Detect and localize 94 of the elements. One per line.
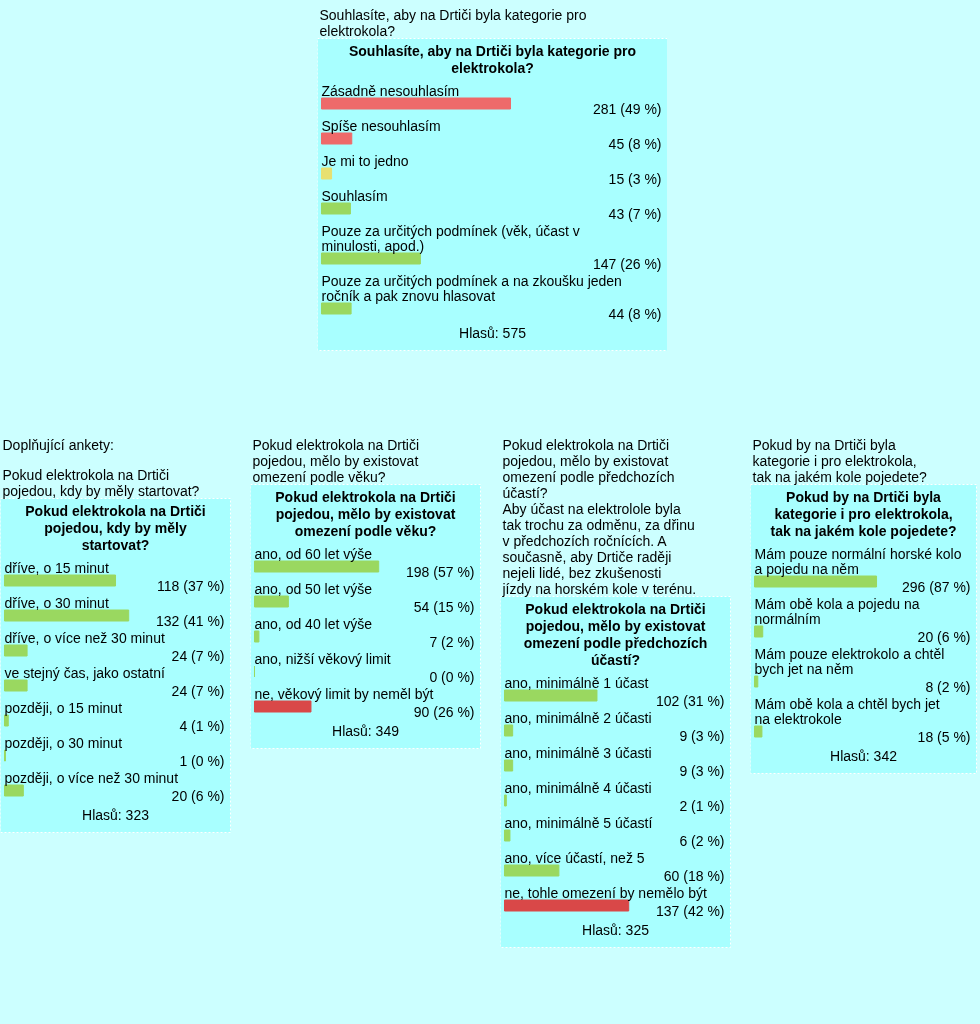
bar [504, 864, 560, 877]
data-label: 132 (41 %) [156, 612, 225, 629]
y-tick-label: Spíše nesouhlasím [321, 117, 441, 134]
text: Hlasů: 342 [830, 747, 898, 764]
data-label: 2 (1 %) [679, 797, 725, 814]
chart-title: Souhlasíte, aby na Drtiči byla kategorie pro elektrokola? [348, 42, 637, 76]
y-tick-label: Souhlasím [321, 187, 388, 204]
text: 24 (7 %) [171, 682, 225, 699]
data-label: 147 (26 %) [593, 255, 662, 272]
y-tick-label: Mám pouze normální horské kolo a pojedu na něm [754, 545, 962, 577]
data-label: 43 (7 %) [608, 205, 662, 222]
text: Hlasů: 575 [459, 324, 527, 341]
chart-title: Pokud elektrokola na Drtiči pojedou, kdy by měly startovat? [25, 502, 206, 553]
chart-subtitle: Pokud elektrokola na Drtiči pojedou, mělo by existovat omezení podle věku? [252, 436, 420, 485]
data-label: 24 (7 %) [171, 647, 225, 664]
data-label: 296 (87 %) [902, 578, 971, 595]
bar [754, 575, 878, 588]
y-tick-label: ano, více účastí, než 5 [504, 849, 645, 866]
data-label: 60 (18 %) [663, 867, 725, 884]
text: Hlasů: 323 [82, 806, 150, 823]
text: Doplňující ankety: [2, 436, 114, 453]
text: Hlasů: 325 [582, 921, 650, 938]
data-label: 9 (3 %) [679, 727, 725, 744]
data-label: 44 (8 %) [608, 305, 662, 322]
bar [254, 595, 289, 608]
bar [4, 679, 28, 692]
data-label: 0 (0 %) [429, 668, 475, 685]
y-tick-label: Mám obě kola a pojedu na normálním [754, 595, 920, 627]
bar [754, 675, 759, 688]
bar [254, 700, 312, 713]
data-label: 137 (42 %) [656, 902, 725, 919]
bar [4, 574, 117, 587]
y-tick-label: dříve, o 15 minut [4, 559, 109, 576]
y-tick-label: ano, minimálně 5 účastí [504, 814, 653, 831]
y-tick-label: ano, minimálně 4 účasti [504, 779, 652, 796]
bar [4, 714, 9, 727]
data-label: 15 (3 %) [608, 170, 662, 187]
y-tick-label: ne, věkový limit by neměl být [254, 685, 434, 702]
y-tick-label: dříve, o více než 30 minut [4, 629, 165, 646]
y-tick-label: Je mi to jedno [321, 152, 409, 169]
bar [504, 899, 630, 912]
bar [4, 784, 24, 797]
data-label: 118 (37 %) [157, 577, 225, 594]
y-tick-label: později, o více než 30 minut [4, 769, 179, 786]
y-tick-label: Pouze za určitých podmínek (věk, účast v minulosti, apod.) [321, 222, 580, 254]
bar [504, 829, 511, 842]
chart-subtitle: Pokud elektrokola na Drtiči pojedou, mělo by existovat omezení podle předchozích účastí? [523, 600, 708, 668]
bar [254, 560, 380, 573]
bar [254, 630, 260, 643]
chart-title: Pokud elektrokola na Drtiči pojedou, mělo by existovat omezení podle předchozích účastí? Aby účast na elektrolole byla tak trochu za odměnu, za dřinu v předchozích ročnících. A současně, aby Drtiče raději nejeli lidé, bez zkušenosti jízdy na horském kole v terénu. [502, 436, 697, 597]
data-label: 198 (57 %) [406, 563, 475, 580]
data-label: 281 (49 %) [593, 100, 662, 117]
bar [504, 689, 598, 702]
bar [4, 644, 28, 657]
bar [504, 724, 514, 737]
y-tick-label: ano, od 50 let výše [254, 580, 373, 597]
data-label: 4 (1 %) [179, 717, 225, 734]
bar [754, 625, 764, 638]
y-tick-label: později, o 15 minut [4, 699, 123, 716]
y-tick-label: ano, nižší věkový limit [254, 650, 391, 667]
data-label: 90 (26 %) [413, 703, 475, 720]
bar [754, 725, 763, 738]
data-label: 102 (31 %) [656, 692, 725, 709]
y-tick-label: ano, minimálně 2 účasti [504, 709, 652, 726]
y-tick-label: Mám obě kola a chtěl bych jet na elektrokole [754, 695, 940, 727]
y-tick-label: ve stejný čas, jako ostatní [4, 664, 165, 681]
y-tick-label: později, o 30 minut [4, 734, 123, 751]
data-label: 20 (6 %) [171, 787, 225, 804]
y-tick-label: dříve, o 30 minut [4, 594, 109, 611]
y-tick-label: ano, minimálně 3 účasti [504, 744, 652, 761]
chart-title: Pokud by na Drtiči byla kategorie i pro elektrokola, tak na jakém kole pojedete? [770, 488, 957, 539]
data-label: 20 (6 %) [917, 628, 971, 645]
text: 9 (3 %) [679, 762, 725, 779]
data-label: 6 (2 %) [679, 832, 725, 849]
y-tick-label: Mám pouze elektrokolo a chtěl bych jet na něm [754, 645, 945, 677]
data-label: 54 (15 %) [413, 598, 475, 615]
chart-title: Pokud elektrokola na Drtiči pojedou, mělo by existovat omezení podle věku? [275, 488, 456, 539]
bar [4, 609, 130, 622]
chart-subtitle: Pokud elektrokola na Drtiči pojedou, kdy by měly startovat? [2, 466, 200, 499]
y-tick-label: Zásadně nesouhlasím [321, 82, 460, 99]
y-tick-label: ne, tohle omezení by nemělo být [504, 884, 707, 901]
y-tick-label: ano, od 60 let výše [254, 545, 373, 562]
data-label: 18 (5 %) [917, 728, 971, 745]
y-tick-label: ano, od 40 let výše [254, 615, 373, 632]
y-tick-label: ano, minimálně 1 účast [504, 674, 649, 691]
data-label: 7 (2 %) [429, 633, 475, 650]
y-tick-label: Pouze za určitých podmínek a na zkoušku jeden ročník a pak znovu hlasovat [321, 272, 622, 304]
text: Hlasů: 349 [332, 722, 400, 739]
bar [504, 759, 514, 772]
chart-subtitle: Souhlasíte, aby na Drtiči byla kategorie pro elektrokola? [319, 6, 587, 39]
data-label: 45 (8 %) [608, 135, 662, 152]
chart-subtitle: Pokud by na Drtiči byla kategorie i pro elektrokola, tak na jakém kole pojedete? [752, 436, 928, 485]
data-label: 1 (0 %) [179, 752, 225, 769]
data-label: 8 (2 %) [925, 678, 971, 695]
